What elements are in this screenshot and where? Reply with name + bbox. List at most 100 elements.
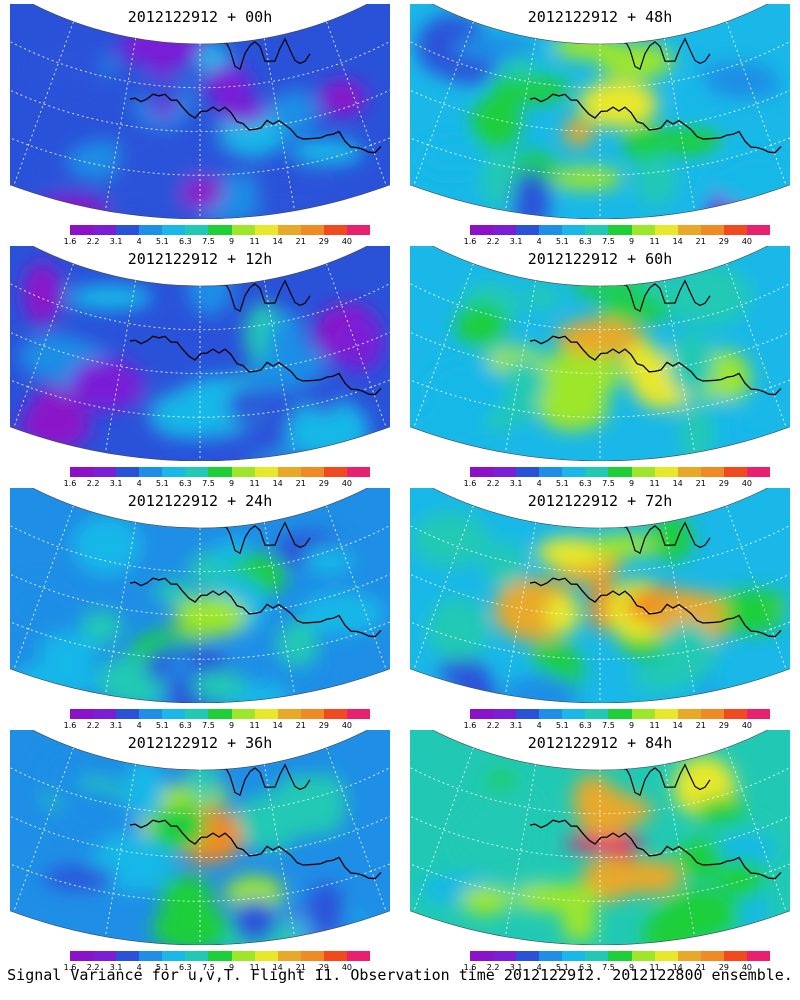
colorbar-tick-label: 9 <box>228 479 235 488</box>
colorbar-swatch <box>654 225 678 235</box>
coastline <box>129 93 382 154</box>
colorbar-tick-label: 14 <box>272 479 283 488</box>
panel-title: 2012122912 + 84h <box>527 734 673 752</box>
colorbar-swatch <box>562 225 586 235</box>
colorbar-tick-label: 40 <box>341 963 353 972</box>
colorbar-swatch <box>746 467 771 477</box>
longitude-line <box>663 280 696 453</box>
latitude-line <box>10 591 390 660</box>
colorbar-tick-label: 40 <box>341 237 353 246</box>
colorbar-tick-label: 1.6 <box>63 963 77 972</box>
variance-region <box>276 620 319 667</box>
variance-region <box>203 64 252 103</box>
latitude-line <box>410 31 790 89</box>
latitude-line <box>410 757 790 815</box>
colorbar-tick-label: 5.1 <box>555 479 569 488</box>
colorbar-tick-label: 3.1 <box>509 237 523 246</box>
colorbar-labels: 1.6 2.2 3.1 4 5.1 6.3 7.5 9 11 14 21 29 40 <box>64 479 370 489</box>
variance-region <box>624 124 667 163</box>
variance-region <box>151 392 236 439</box>
colorbar-tick-label: 9 <box>228 963 235 972</box>
variance-region <box>501 675 580 703</box>
panel-title: 2012122912 + 72h <box>527 492 673 510</box>
variance-region <box>667 332 715 396</box>
colorbar-swatch <box>516 951 540 961</box>
colorbar-swatch <box>585 951 609 961</box>
colorbar-swatch <box>470 709 494 719</box>
colorbar-swatch <box>116 225 140 235</box>
variance-region <box>191 671 247 701</box>
colorbar-tick-label: 9 <box>228 721 235 730</box>
variance-region <box>427 597 489 662</box>
colorbar-tick-label: 3.1 <box>109 721 123 730</box>
coastline <box>624 521 711 554</box>
colorbar-swatch <box>539 709 563 719</box>
colorbar-tick-label: 9 <box>628 479 635 488</box>
variance-region <box>303 546 354 574</box>
variance-map <box>410 730 790 945</box>
colorbar-tick-label: 29 <box>318 963 329 972</box>
variance-region <box>661 888 740 942</box>
coastline <box>529 819 782 880</box>
map-boundary <box>410 488 790 703</box>
colorbar-swatch <box>654 709 678 719</box>
coastline <box>624 763 711 796</box>
latitude-line <box>410 69 790 132</box>
colorbar-swatch <box>300 225 324 235</box>
panel-48h: 2012122912 + 48h 1.6 2.2 3.1 4 5.1 6.3 7.5 9 11 1… <box>410 4 790 246</box>
colorbar-tick-label: 21 <box>295 963 306 972</box>
variance-region <box>305 374 343 414</box>
coastline <box>529 577 782 638</box>
colorbar-tick-label: 2.2 <box>486 721 500 730</box>
variance-region <box>718 607 784 634</box>
variance-region <box>10 584 80 634</box>
colorbar-tick-label: 14 <box>272 721 283 730</box>
variance-region <box>300 592 385 635</box>
colorbar-tick-label: 21 <box>695 237 706 246</box>
colorbar-labels: 1.6 2.2 3.1 4 5.1 6.3 7.5 9 11 14 21 29 40 <box>64 963 370 973</box>
colorbar-tick-label: 14 <box>672 963 683 972</box>
colorbar <box>70 467 371 477</box>
colorbar-swatch <box>746 225 771 235</box>
longitude-line <box>263 38 296 211</box>
colorbar-swatch <box>323 467 347 477</box>
variance-region <box>253 179 298 210</box>
colorbar-tick-label: 5.1 <box>155 237 169 246</box>
colorbar-tick-label: 2.2 <box>86 237 100 246</box>
variance-region <box>570 275 648 298</box>
colorbar-tick-label: 21 <box>295 479 306 488</box>
colorbar-swatch <box>700 951 724 961</box>
colorbar-tick-label: 9 <box>628 237 635 246</box>
colorbar-tick-label: 4 <box>536 479 542 488</box>
colorbar-labels: 1.6 2.2 3.1 4 5.1 6.3 7.5 9 11 14 21 29 40 <box>464 479 770 489</box>
colorbar-tick-label: 7.5 <box>202 963 215 972</box>
colorbar-swatch <box>585 709 609 719</box>
variance-region <box>578 80 658 128</box>
colorbar-swatch <box>231 951 255 961</box>
variance-region <box>116 126 189 184</box>
variance-region <box>69 357 144 412</box>
coastline <box>224 763 311 796</box>
panel-72h: 2012122912 + 72h 1.6 2.2 3.1 4 5.1 6.3 7.5 9 11 1… <box>410 488 790 730</box>
colorbar-tick-label: 7.5 <box>602 479 615 488</box>
longitude-line <box>13 21 74 187</box>
variance-region <box>173 595 248 637</box>
colorbar-swatch <box>700 225 724 235</box>
longitude-line <box>326 263 387 429</box>
colorbar-swatch <box>116 467 140 477</box>
colorbar-swatch <box>700 467 724 477</box>
variance-region <box>563 118 594 147</box>
colorbar-tick-label: 2.2 <box>86 721 100 730</box>
colorbar-swatch <box>539 467 563 477</box>
colorbar-tick-label: 11 <box>649 721 660 730</box>
colorbar-tick-label: 40 <box>741 237 753 246</box>
variance-region <box>334 315 384 372</box>
longitude-line <box>104 280 137 453</box>
colorbar-tick-label: 11 <box>249 479 260 488</box>
latitude-line <box>10 833 390 902</box>
colorbar-tick-label: 3.1 <box>509 721 523 730</box>
colorbar-tick-label: 4 <box>536 963 542 972</box>
colorbar-swatch <box>677 467 701 477</box>
variance-region <box>215 96 269 124</box>
colorbar-swatch <box>254 467 278 477</box>
